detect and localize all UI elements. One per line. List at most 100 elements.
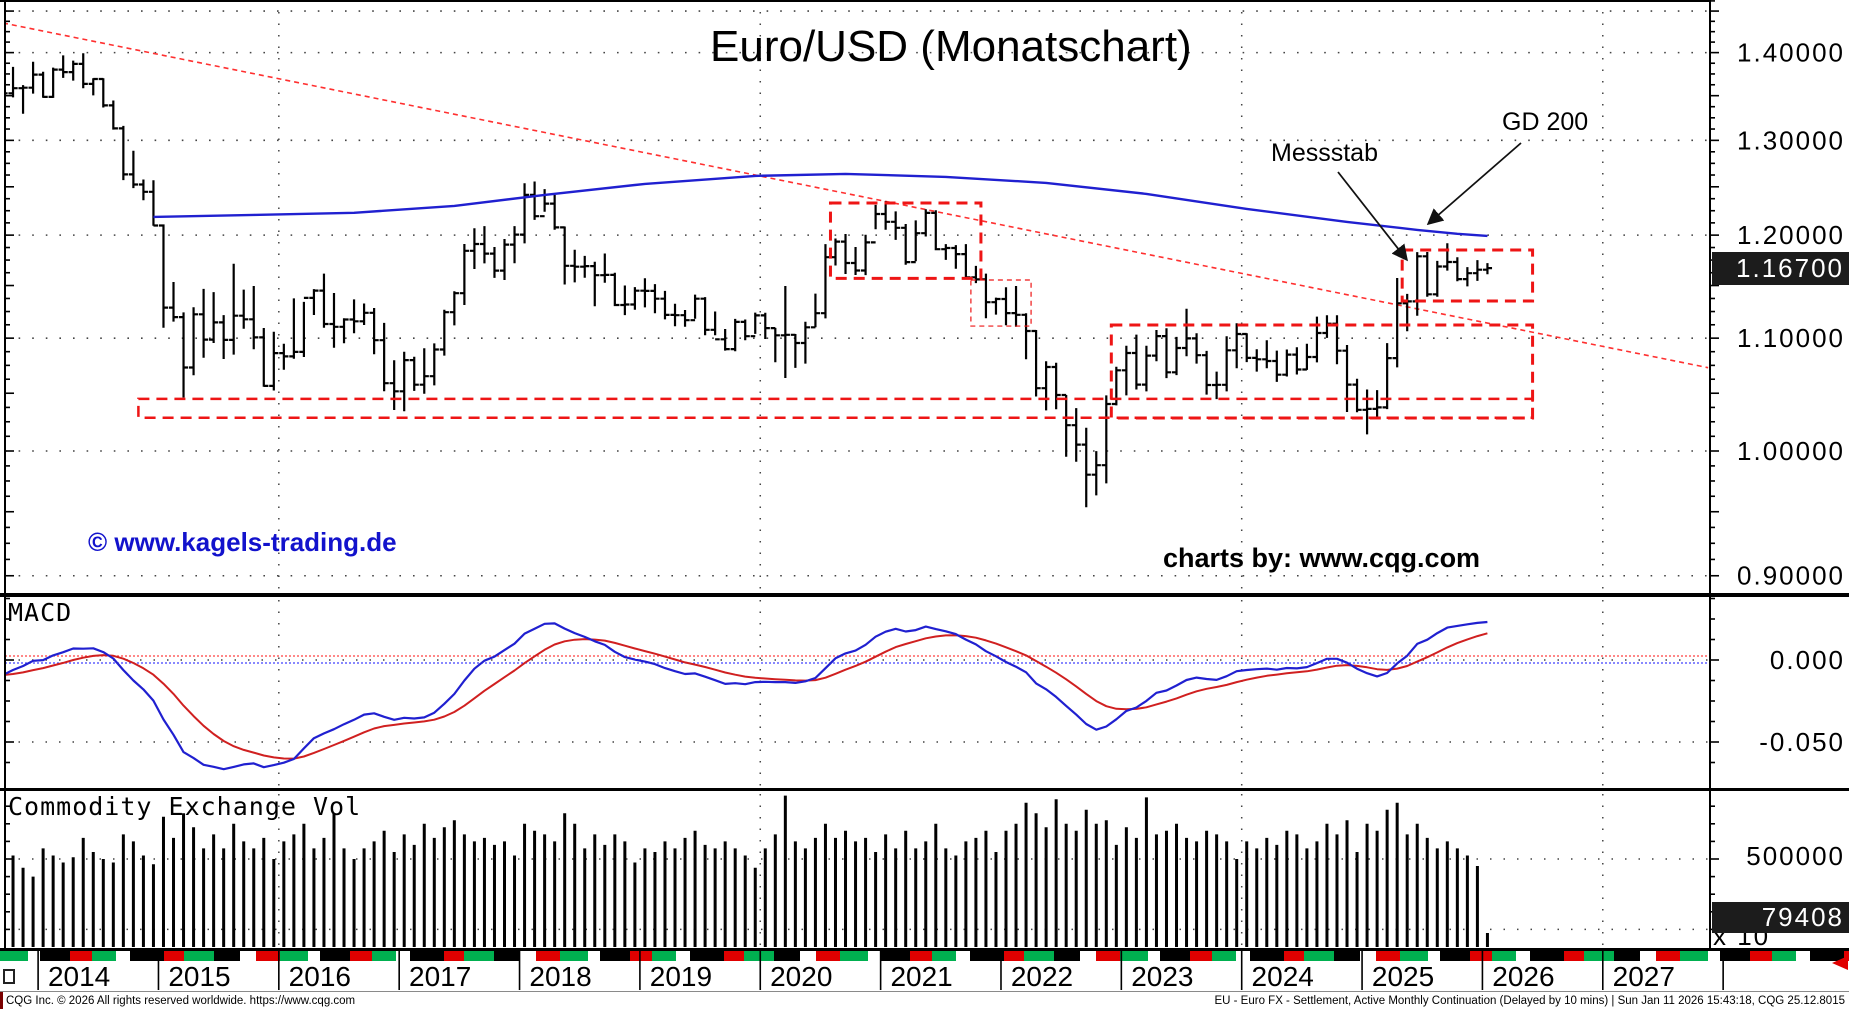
bar-color-strip-segment [1750, 951, 1772, 961]
bar-color-strip-segment [1376, 951, 1400, 961]
bar-color-strip-segment [690, 951, 724, 961]
main-price-panel[interactable] [0, 10, 1709, 590]
chart-top-border [0, 0, 1710, 2]
bar-color-strip-segment [1304, 951, 1334, 961]
drawn-range-box-2[interactable] [828, 201, 983, 280]
price-axis-label: 1.00000 [1737, 436, 1845, 466]
bar-color-strip-segment [1584, 951, 1614, 961]
bar-color-strip-segment [1054, 951, 1080, 961]
scroll-end-arrow[interactable] [1832, 956, 1848, 970]
bar-color-strip-segment [1334, 951, 1360, 961]
gd200-ma-line[interactable] [153, 172, 1488, 238]
messstab-annotation-label: Messstab [1271, 139, 1378, 167]
price-axis-label: 1.30000 [1737, 125, 1845, 155]
year-label[interactable]: 2019 [650, 961, 712, 991]
bar-color-strip-segment [1096, 951, 1120, 961]
bar-color-strip-segment [588, 951, 600, 961]
price-axis-label: 1.10000 [1737, 323, 1845, 353]
year-label[interactable]: 2014 [48, 961, 110, 991]
bar-color-strip-segment [1614, 951, 1640, 961]
bar-color-strip-segment [1470, 951, 1492, 961]
descending-trendline[interactable] [3, 22, 1709, 369]
xaxis-line [0, 948, 1849, 951]
volume-panel-label: Commodity Exchange Vol [8, 792, 362, 821]
bar-color-strip-segment [1810, 951, 1844, 961]
year-label[interactable]: 2018 [529, 961, 591, 991]
bar-color-strip-segment [652, 951, 676, 961]
drawn-range-box-4[interactable] [1109, 323, 1535, 420]
volume-bars[interactable] [3, 795, 1489, 947]
bar-color-strip-segment [1680, 951, 1708, 961]
bar-color-strip-segment [1160, 951, 1190, 961]
bar-color-strip-segment [1428, 951, 1440, 961]
corner-checkbox[interactable] [3, 969, 15, 984]
bar-color-strip-segment [396, 951, 410, 961]
bar-color-strip-segment [214, 951, 240, 961]
year-label[interactable]: 2017 [409, 961, 471, 991]
macd-line[interactable] [0, 620, 1488, 771]
bar-color-strip-segment [816, 951, 840, 961]
status-bar-edge-marker [0, 992, 3, 1009]
bar-color-strip-segment [1796, 951, 1810, 961]
ohlc-bars[interactable] [0, 53, 1493, 508]
bar-color-strip-segment [1440, 951, 1470, 961]
bar-color-strip-segment [1516, 951, 1530, 961]
bar-color-strip-segment [910, 951, 932, 961]
copyright-text: CQG Inc. © 2026 All rights reserved worl… [6, 994, 356, 1007]
bar-color-strip-segment [1004, 951, 1024, 961]
year-label[interactable]: 2025 [1372, 961, 1434, 991]
bar-color-strip-segment [536, 951, 560, 961]
bar-color-strip-segment [444, 951, 464, 961]
price-axis-label: 1.20000 [1737, 220, 1845, 250]
bar-color-strip-segment [560, 951, 588, 961]
bar-color-strip-segment [932, 951, 956, 961]
right-axis-line [1709, 0, 1711, 951]
year-label[interactable]: 2026 [1492, 961, 1554, 991]
bar-color-strip-segment [1250, 951, 1284, 961]
bar-color-strip-segment [116, 951, 130, 961]
bar-color-strip-segment [28, 951, 40, 961]
year-label[interactable]: 2015 [168, 961, 230, 991]
bar-color-strip-segment [744, 951, 774, 961]
bar-color-strip-segment [1564, 951, 1584, 961]
year-label[interactable]: 2023 [1131, 961, 1193, 991]
bar-color-strip-segment [724, 951, 744, 961]
bar-color-strip-segment [1236, 951, 1250, 961]
bar-color-strip-segment [70, 951, 92, 961]
year-label[interactable]: 2021 [890, 961, 952, 991]
bar-color-strip-segment [868, 951, 880, 961]
bar-color-strip-segment [256, 951, 280, 961]
volume-panel[interactable] [3, 794, 1709, 947]
bar-color-strip-segment [676, 951, 690, 961]
year-label[interactable]: 2024 [1252, 961, 1314, 991]
drawn-range-box-1[interactable] [137, 397, 1534, 419]
bar-color-strip-segment [600, 951, 630, 961]
drawn-range-box-3[interactable] [970, 279, 1032, 327]
bar-color-strip-segment [40, 951, 70, 961]
bar-color-strip-segment [800, 951, 816, 961]
bar-color-strip-segment [372, 951, 396, 961]
bar-color-strip-segment [1190, 951, 1212, 961]
bar-color-strip-segment [1120, 951, 1148, 961]
bar-color-strip-segment [1080, 951, 1096, 961]
year-label[interactable]: 2022 [1011, 961, 1073, 991]
bar-color-strip-segment [630, 951, 652, 961]
bar-color-strip-segment [308, 951, 320, 961]
bar-color-strip-segment [0, 951, 28, 961]
macd-axis-label: 0.000 [1770, 645, 1845, 675]
bar-color-strip-segment [880, 951, 910, 961]
year-label[interactable]: 2027 [1613, 961, 1675, 991]
macd-panel[interactable] [0, 600, 1709, 787]
bar-color-strip-segment [1492, 951, 1516, 961]
cqg-watermark: charts by: www.cqg.com [1163, 543, 1481, 573]
year-label[interactable]: 2016 [289, 961, 351, 991]
bar-color-strip-segment [92, 951, 116, 961]
kagels-watermark: © www.kagels-trading.de [88, 527, 397, 557]
bar-color-strip-segment [520, 951, 536, 961]
bar-color-strip-segment [774, 951, 800, 961]
year-label[interactable]: 2020 [770, 961, 832, 991]
macd-signal-line[interactable] [0, 632, 1488, 760]
macd-axis-label: -0.050 [1759, 727, 1845, 757]
